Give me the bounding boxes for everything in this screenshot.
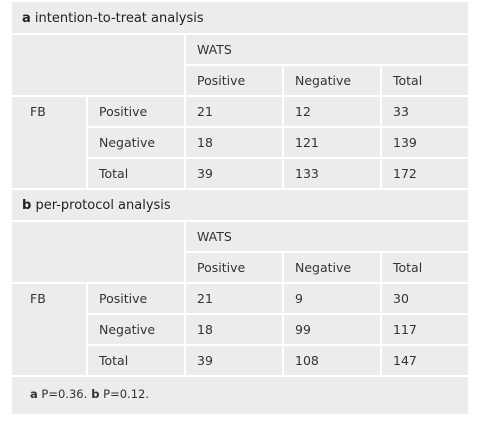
rule [87, 344, 468, 346]
cell: 108 [295, 353, 319, 368]
rule [184, 221, 186, 376]
cell: 139 [393, 135, 417, 150]
footnote: a P=0.36. b P=0.12. [30, 387, 150, 401]
column-header: Positive [197, 260, 246, 275]
row-label: Total [99, 166, 129, 181]
column-header: Total [393, 260, 423, 275]
row-label: Total [99, 353, 129, 368]
rule [12, 188, 468, 190]
cell: 18 [197, 322, 213, 337]
rule [184, 34, 186, 189]
column-header: Positive [197, 73, 246, 88]
rule [185, 64, 468, 66]
rule [87, 157, 468, 159]
rule [12, 282, 468, 284]
table-panel: a intention-to-treat analysis WATS Positiv… [12, 2, 468, 414]
rule [86, 283, 88, 376]
cell: 39 [197, 166, 213, 181]
section-title: a intention-to-treat analysis [22, 11, 204, 26]
cell: 21 [197, 291, 213, 306]
column-header: Negative [295, 260, 352, 275]
rule [12, 33, 468, 35]
group-header: WATS [197, 42, 232, 57]
cell: 147 [393, 353, 417, 368]
rule [380, 65, 382, 189]
cell: 12 [295, 104, 311, 119]
cell: 18 [197, 135, 213, 150]
rule [12, 220, 468, 222]
row-label: Negative [99, 135, 156, 150]
cell: 121 [295, 135, 319, 150]
cell: 39 [197, 353, 213, 368]
row-label: Negative [99, 322, 156, 337]
column-header: Total [393, 73, 423, 88]
rule [12, 375, 468, 377]
rule [87, 126, 468, 128]
row-group: FB [30, 291, 46, 306]
rule [12, 95, 468, 97]
rule [87, 313, 468, 315]
row-group: FB [30, 104, 46, 119]
cell: 33 [393, 104, 409, 119]
rule [380, 252, 382, 376]
section-title: b per-protocol analysis [22, 198, 171, 213]
cell: 117 [393, 322, 417, 337]
row-label: Positive [99, 291, 148, 306]
cell: 9 [295, 291, 303, 306]
cell: 21 [197, 104, 213, 119]
cell: 172 [393, 166, 417, 181]
cell: 133 [295, 166, 319, 181]
column-header: Negative [295, 73, 352, 88]
rule [282, 252, 284, 376]
group-header: WATS [197, 229, 232, 244]
cell: 99 [295, 322, 311, 337]
rule [282, 65, 284, 189]
cell: 30 [393, 291, 409, 306]
row-label: Positive [99, 104, 148, 119]
rule [86, 96, 88, 189]
rule [185, 251, 468, 253]
